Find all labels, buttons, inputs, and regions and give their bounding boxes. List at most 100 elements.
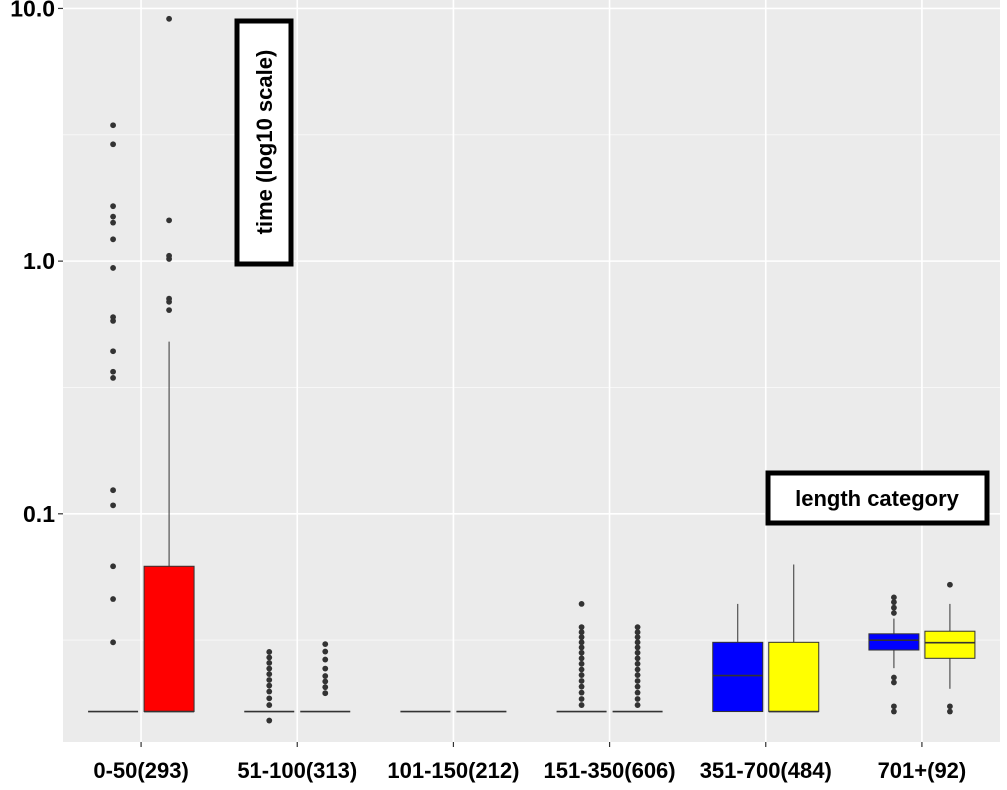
- x-tick-label: 351-700(484): [700, 758, 832, 783]
- outlier-point: [110, 265, 116, 271]
- y-tick-label: 0.1: [23, 501, 55, 527]
- outlier-point: [110, 375, 116, 381]
- outlier-point: [578, 683, 585, 690]
- outlier-point: [578, 624, 585, 631]
- outlier-point: [891, 599, 897, 606]
- outlier-point: [634, 649, 641, 656]
- outlier-point: [110, 203, 116, 210]
- outlier-point: [266, 671, 273, 678]
- outlier-point: [266, 677, 273, 683]
- outlier-point: [266, 717, 273, 724]
- outlier-point: [634, 702, 641, 708]
- outlier-point: [578, 644, 585, 651]
- box-body: [924, 630, 976, 659]
- outlier-point: [266, 702, 273, 708]
- outlier-point: [266, 688, 273, 695]
- box-body: [712, 641, 764, 713]
- outlier-point: [266, 660, 273, 666]
- outlier-point: [578, 634, 585, 641]
- outlier-point: [166, 295, 172, 302]
- x-axis: 0-50(293) 51-100(313) 101-150(212) 151-350(…: [93, 742, 966, 783]
- outlier-point: [891, 610, 897, 616]
- outlier-point: [578, 666, 585, 673]
- outlier-point: [110, 596, 116, 602]
- outlier-point: [634, 644, 641, 651]
- box-body: [143, 565, 195, 713]
- box-group: [868, 594, 920, 715]
- x-tick-label: 701+(92): [878, 758, 967, 783]
- outlier-point: [266, 654, 273, 661]
- outlier-point: [166, 307, 172, 314]
- outlier-point: [110, 236, 116, 243]
- outlier-point: [891, 703, 897, 710]
- outlier-point: [578, 655, 585, 662]
- grid-layer: [63, 0, 1000, 742]
- box-group: [143, 15, 195, 713]
- outlier-point: [266, 649, 273, 655]
- outlier-point: [322, 678, 329, 685]
- outlier-point: [634, 629, 641, 636]
- outlier-point: [322, 690, 329, 697]
- outlier-point: [634, 672, 641, 678]
- outlier-point: [166, 15, 172, 22]
- outlier-point: [110, 314, 116, 321]
- outlier-point: [166, 217, 172, 224]
- outlier-point: [891, 604, 897, 611]
- outlier-point: [110, 219, 116, 226]
- outlier-point: [578, 600, 585, 607]
- outlier-point: [634, 660, 641, 667]
- outlier-point: [634, 678, 641, 684]
- box-layer: [88, 15, 976, 724]
- outlier-point: [891, 679, 897, 686]
- box-group: [300, 641, 351, 713]
- box-body: [768, 641, 820, 713]
- x-tick-label: 101-150(212): [387, 758, 519, 783]
- outlier-point: [578, 678, 585, 684]
- outlier-point: [634, 655, 641, 662]
- plot-panel: [63, 0, 1000, 742]
- outlier-point: [947, 703, 953, 710]
- outlier-point: [634, 624, 641, 631]
- outlier-point: [578, 639, 585, 646]
- outlier-point: [947, 708, 953, 715]
- outlier-point: [110, 141, 116, 148]
- x-tick-label: 0-50(293): [93, 758, 188, 783]
- x-axis-label-box: length category: [765, 470, 990, 526]
- outlier-point: [110, 348, 116, 355]
- outlier-point: [322, 673, 329, 679]
- outlier-point: [578, 696, 585, 702]
- y-axis: 0.1 1.0 10.0: [10, 0, 63, 527]
- x-axis-label: length category: [795, 486, 960, 511]
- box-body: [868, 633, 920, 651]
- outlier-point: [110, 639, 116, 646]
- outlier-point: [891, 594, 897, 601]
- outlier-point: [322, 648, 329, 655]
- outlier-point: [578, 629, 585, 636]
- outlier-point: [322, 656, 329, 663]
- box-group: [612, 624, 663, 713]
- outlier-point: [266, 682, 273, 689]
- x-tick-label: 151-350(606): [544, 758, 676, 783]
- outlier-point: [578, 702, 585, 708]
- box-group: [244, 649, 295, 724]
- outlier-point: [110, 122, 116, 129]
- y-axis-label-box: time (log10 scale): [234, 18, 294, 267]
- y-axis-label: time (log10 scale): [252, 50, 277, 235]
- outlier-point: [266, 695, 273, 702]
- box-group: [556, 600, 607, 713]
- outlier-point: [578, 660, 585, 667]
- y-tick-label: 10.0: [10, 0, 55, 21]
- outlier-point: [578, 672, 585, 678]
- outlier-point: [322, 684, 329, 691]
- outlier-point: [634, 689, 641, 696]
- outlier-point: [634, 696, 641, 702]
- outlier-point: [110, 368, 116, 375]
- outlier-point: [947, 581, 953, 588]
- outlier-point: [322, 641, 329, 648]
- box-group: [88, 122, 139, 713]
- outlier-point: [634, 666, 641, 673]
- outlier-point: [634, 639, 641, 646]
- outlier-point: [166, 252, 172, 259]
- x-tick-label: 51-100(313): [237, 758, 357, 783]
- y-tick-label: 1.0: [23, 248, 55, 274]
